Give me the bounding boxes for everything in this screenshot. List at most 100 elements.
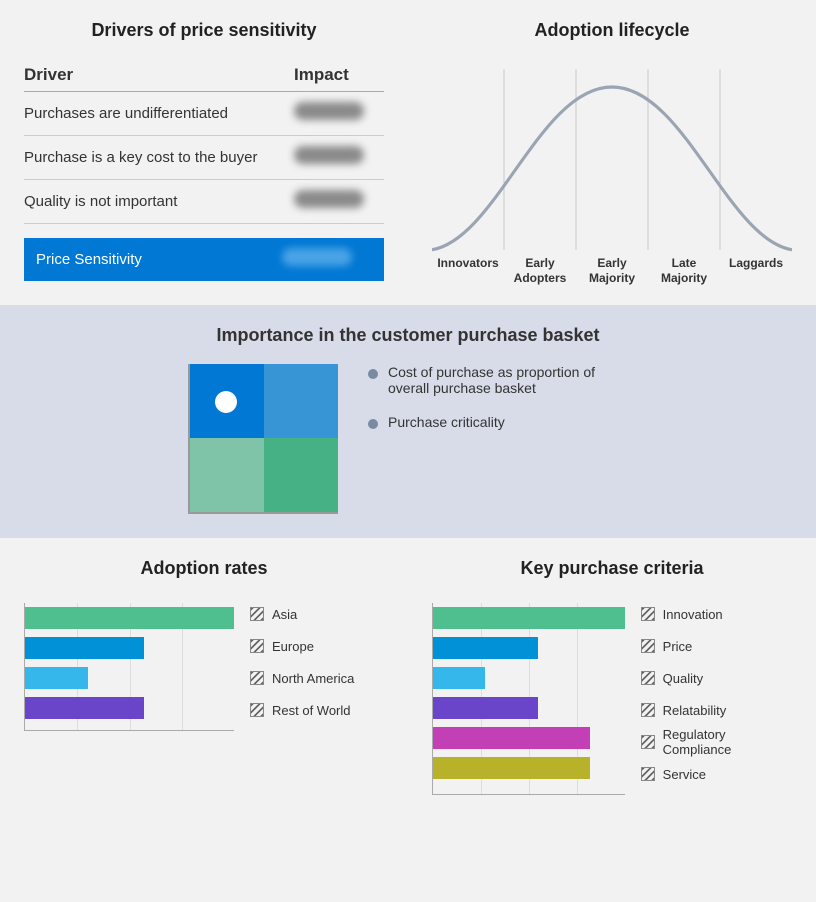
legend-swatch-icon xyxy=(641,639,655,653)
legend-item: Relatability xyxy=(641,699,792,721)
lifecycle-curve xyxy=(432,87,792,250)
basket-legend: Cost of purchase as proportion of overal… xyxy=(368,364,628,448)
legend-label: Quality xyxy=(663,671,703,686)
legend-label: Relatability xyxy=(663,703,727,718)
legend-label: Service xyxy=(663,767,706,782)
legend-swatch-icon xyxy=(250,607,264,621)
driver-impact xyxy=(294,146,384,169)
legend-swatch-icon xyxy=(641,767,655,781)
bar xyxy=(433,757,590,779)
legend-label: North America xyxy=(272,671,354,686)
quadrant-bottom-right xyxy=(264,438,338,512)
lifecycle-svg xyxy=(432,65,792,285)
drivers-table: Driver Impact Purchases are undifferenti… xyxy=(24,65,384,281)
adoption-rates-bars xyxy=(24,603,234,731)
bar xyxy=(433,637,538,659)
legend-label: Rest of World xyxy=(272,703,351,718)
blurred-impact-value xyxy=(282,248,352,266)
drivers-table-row: Purchase is a key cost to the buyer xyxy=(24,136,384,180)
lifecycle-segment-label: EarlyMajority xyxy=(576,256,648,285)
quadrant-top-right xyxy=(264,364,338,438)
basket-position-dot xyxy=(215,391,237,413)
bullet-icon xyxy=(368,369,378,379)
bar xyxy=(25,667,88,689)
bullet-icon xyxy=(368,419,378,429)
legend-swatch-icon xyxy=(641,703,655,717)
legend-item: Innovation xyxy=(641,603,792,625)
drivers-table-header: Driver Impact xyxy=(24,65,384,92)
legend-swatch-icon xyxy=(641,735,655,749)
bar xyxy=(25,637,144,659)
legend-label: Innovation xyxy=(663,607,723,622)
legend-swatch-icon xyxy=(641,671,655,685)
adoption-rates-chart: Asia Europe North America Rest of World xyxy=(24,603,384,731)
lifecycle-segment-label: Innovators xyxy=(432,256,504,285)
criteria-title: Key purchase criteria xyxy=(432,558,792,579)
bar xyxy=(433,727,590,749)
bar xyxy=(433,697,538,719)
drivers-table-row: Quality is not important xyxy=(24,180,384,224)
adoption-rates-panel: Adoption rates Asia Europe North America Re… xyxy=(0,538,408,815)
basket-legend-item: Cost of purchase as proportion of overal… xyxy=(368,364,628,396)
top-row: Drivers of price sensitivity Driver Impa… xyxy=(0,0,816,305)
legend-swatch-icon xyxy=(641,607,655,621)
legend-item: North America xyxy=(250,667,354,689)
basket-legend-item: Purchase criticality xyxy=(368,414,628,430)
driver-label: Quality is not important xyxy=(24,193,294,210)
lifecycle-segment-label: LateMajority xyxy=(648,256,720,285)
legend-label: Europe xyxy=(272,639,314,654)
bottom-row: Adoption rates Asia Europe North America Re… xyxy=(0,538,816,815)
drivers-table-row: Purchases are undifferentiated xyxy=(24,92,384,136)
legend-swatch-icon xyxy=(250,671,264,685)
legend-label: Regulatory Compliance xyxy=(663,727,792,757)
basket-title: Importance in the customer purchase bask… xyxy=(24,325,792,346)
basket-legend-text: Purchase criticality xyxy=(388,414,505,430)
legend-swatch-icon xyxy=(250,639,264,653)
basket-content: Cost of purchase as proportion of overal… xyxy=(24,364,792,514)
blurred-impact-value xyxy=(294,146,364,164)
lifecycle-segment-label: Laggards xyxy=(720,256,792,285)
legend-item: Europe xyxy=(250,635,354,657)
legend-swatch-icon xyxy=(250,703,264,717)
driver-label: Purchase is a key cost to the buyer xyxy=(24,149,294,166)
adoption-rates-legend: Asia Europe North America Rest of World xyxy=(250,603,354,731)
driver-label: Purchases are undifferentiated xyxy=(24,105,294,122)
legend-item: Rest of World xyxy=(250,699,354,721)
legend-label: Asia xyxy=(272,607,297,622)
drivers-summary-impact xyxy=(282,248,372,271)
drivers-col-driver: Driver xyxy=(24,65,294,85)
legend-label: Price xyxy=(663,639,693,654)
drivers-panel: Drivers of price sensitivity Driver Impa… xyxy=(0,0,408,305)
legend-item: Regulatory Compliance xyxy=(641,731,792,753)
bar xyxy=(25,607,234,629)
driver-impact xyxy=(294,102,384,125)
adoption-rates-title: Adoption rates xyxy=(24,558,384,579)
blurred-impact-value xyxy=(294,102,364,120)
lifecycle-chart: InnovatorsEarlyAdoptersEarlyMajorityLate… xyxy=(432,65,792,285)
drivers-summary-row: Price Sensitivity xyxy=(24,238,384,281)
lifecycle-panel: Adoption lifecycle InnovatorsEarlyAdopte… xyxy=(408,0,816,305)
lifecycle-title: Adoption lifecycle xyxy=(432,20,792,41)
lifecycle-labels: InnovatorsEarlyAdoptersEarlyMajorityLate… xyxy=(432,256,792,285)
basket-legend-text: Cost of purchase as proportion of overal… xyxy=(388,364,628,396)
legend-item: Price xyxy=(641,635,792,657)
lifecycle-segment-label: EarlyAdopters xyxy=(504,256,576,285)
legend-item: Quality xyxy=(641,667,792,689)
basket-quadrant xyxy=(188,364,338,514)
bar xyxy=(433,607,625,629)
criteria-panel: Key purchase criteria Innovation Price Qua… xyxy=(408,538,816,815)
blurred-impact-value xyxy=(294,190,364,208)
criteria-chart: Innovation Price Quality Relatability Regula… xyxy=(432,603,792,795)
drivers-col-impact: Impact xyxy=(294,65,384,85)
driver-impact xyxy=(294,190,384,213)
basket-panel: Importance in the customer purchase bask… xyxy=(0,305,816,538)
drivers-title: Drivers of price sensitivity xyxy=(24,20,384,41)
criteria-bars xyxy=(432,603,625,795)
drivers-summary-label: Price Sensitivity xyxy=(36,251,282,268)
bar xyxy=(25,697,144,719)
legend-item: Asia xyxy=(250,603,354,625)
criteria-legend: Innovation Price Quality Relatability Regula… xyxy=(641,603,792,795)
quadrant-bottom-left xyxy=(190,438,264,512)
legend-item: Service xyxy=(641,763,792,785)
bar xyxy=(433,667,485,689)
